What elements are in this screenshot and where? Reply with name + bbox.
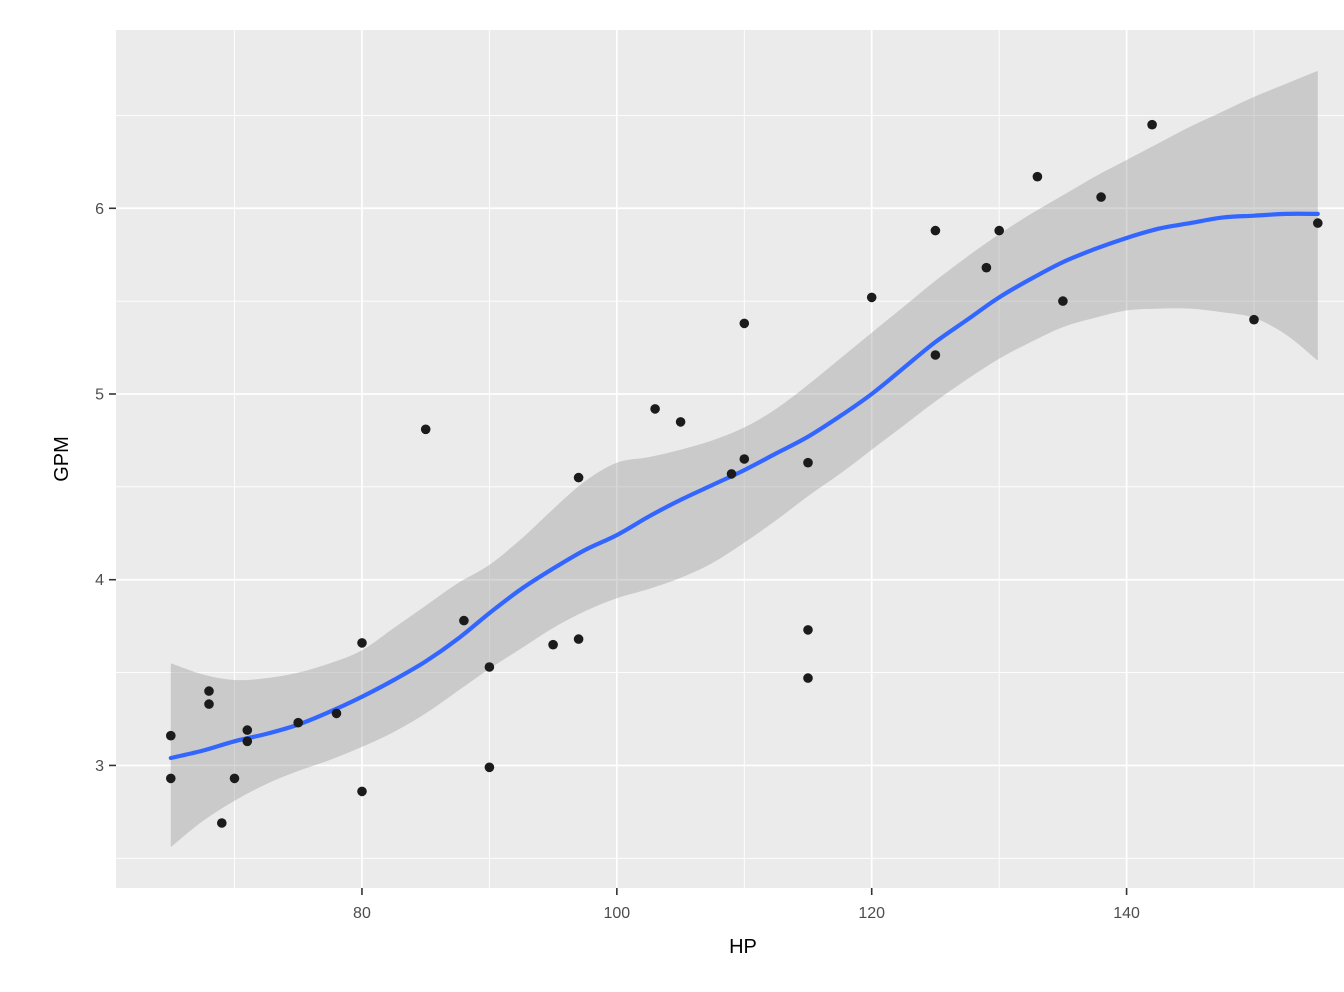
data-point bbox=[484, 662, 495, 672]
data-point bbox=[204, 699, 214, 709]
data-point bbox=[242, 725, 253, 735]
data-point bbox=[675, 417, 686, 427]
data-point bbox=[242, 736, 253, 747]
minor-gridlines bbox=[116, 30, 1344, 888]
x-tick-label: 140 bbox=[1113, 905, 1140, 922]
data-point bbox=[459, 615, 469, 626]
y-axis-tick-labels: 3 4 5 6 bbox=[95, 201, 104, 775]
data-point bbox=[357, 786, 367, 797]
x-axis-tick-marks bbox=[361, 888, 1128, 895]
data-point bbox=[1032, 171, 1043, 182]
data-point bbox=[930, 225, 941, 236]
data-point bbox=[866, 292, 877, 303]
data-point bbox=[420, 424, 431, 435]
data-points bbox=[166, 119, 1323, 828]
data-point bbox=[331, 708, 342, 719]
data-point bbox=[981, 262, 992, 273]
data-point bbox=[166, 730, 176, 741]
data-point bbox=[573, 634, 584, 644]
x-tick-label: 80 bbox=[353, 905, 371, 922]
data-point bbox=[484, 762, 495, 773]
x-axis-tick-labels: 80 100 120 140 bbox=[353, 905, 1140, 922]
x-tick-label: 100 bbox=[603, 905, 630, 922]
loess-smooth-line bbox=[168, 211, 1320, 761]
ggplot-scatter-figure: 80 100 120 140 3 4 5 6 HP GPM bbox=[40, 16, 1344, 976]
x-axis-title: HP bbox=[729, 936, 757, 958]
plot-canvas: 80 100 120 140 3 4 5 6 HP GPM bbox=[40, 16, 1344, 976]
data-point bbox=[166, 773, 176, 784]
data-point bbox=[803, 673, 813, 683]
data-point bbox=[217, 818, 227, 828]
data-point bbox=[1147, 119, 1157, 130]
data-point bbox=[204, 686, 214, 696]
y-axis-tick-marks bbox=[109, 207, 116, 767]
plot-panel bbox=[116, 30, 1344, 888]
data-point bbox=[573, 472, 584, 483]
data-point bbox=[803, 625, 813, 635]
data-point bbox=[650, 404, 660, 414]
y-tick-label: 6 bbox=[95, 201, 104, 218]
data-point bbox=[739, 454, 750, 464]
y-tick-label: 3 bbox=[95, 758, 104, 775]
data-point bbox=[357, 638, 367, 648]
data-point bbox=[803, 457, 813, 468]
x-tick-label: 120 bbox=[858, 905, 885, 922]
data-point bbox=[994, 225, 1004, 236]
y-axis-title: GPM bbox=[51, 436, 73, 482]
data-point bbox=[293, 717, 303, 728]
data-point bbox=[1313, 218, 1323, 228]
major-gridlines bbox=[116, 30, 1344, 888]
data-point bbox=[229, 773, 240, 784]
y-tick-label: 5 bbox=[95, 387, 104, 404]
data-point bbox=[1249, 314, 1259, 325]
data-point bbox=[1058, 296, 1068, 306]
data-point bbox=[739, 318, 750, 329]
data-point bbox=[548, 639, 558, 650]
data-point bbox=[930, 350, 941, 360]
y-tick-label: 4 bbox=[95, 572, 104, 589]
data-point bbox=[1096, 192, 1106, 202]
data-point bbox=[726, 469, 737, 479]
